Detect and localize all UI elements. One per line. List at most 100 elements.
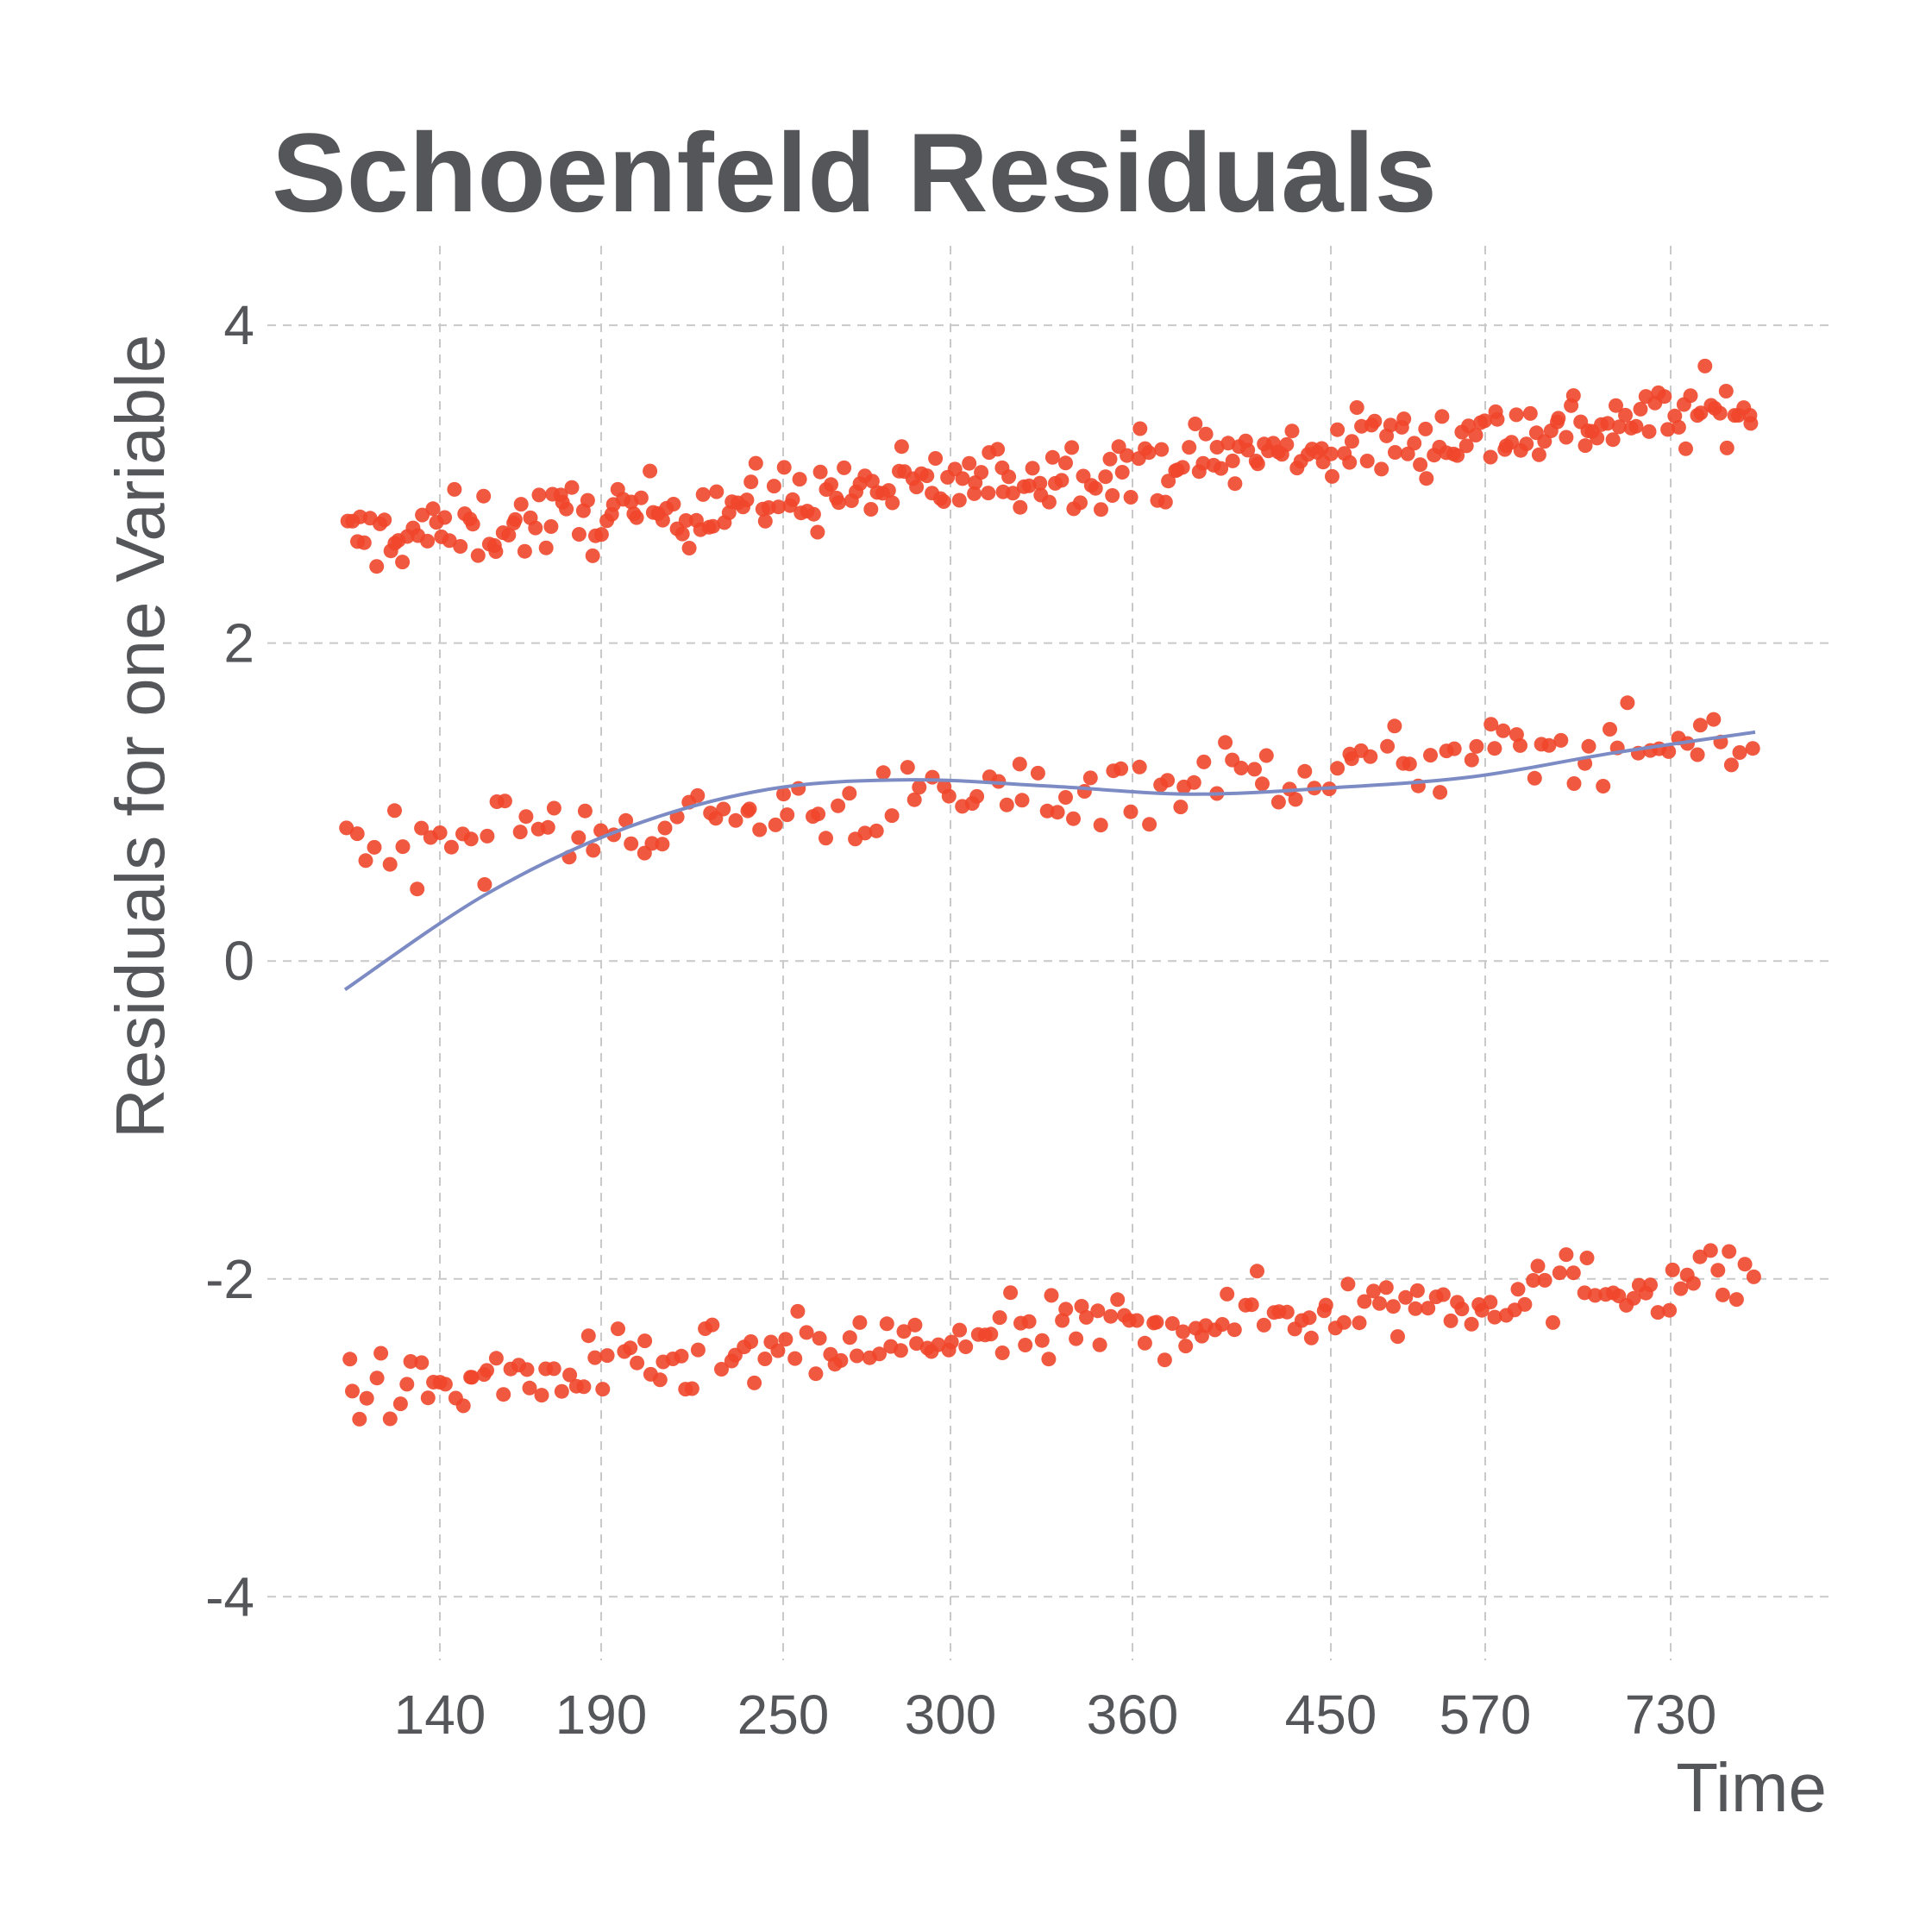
residual-point — [941, 788, 957, 804]
residual-point — [618, 812, 634, 828]
residual-point — [875, 765, 891, 781]
residual-point — [1671, 419, 1686, 435]
residual-point — [1530, 1258, 1546, 1274]
residual-point — [1182, 440, 1197, 455]
residual-point — [1209, 440, 1225, 455]
residual-point — [1041, 1352, 1057, 1367]
residual-point — [1297, 763, 1313, 779]
residual-point — [1013, 499, 1028, 515]
residual-point — [1537, 434, 1552, 449]
residual-point — [850, 1348, 864, 1364]
residual-point — [852, 1314, 868, 1330]
residual-point — [1270, 794, 1286, 810]
residual-point — [1553, 732, 1569, 748]
residual-point — [528, 520, 543, 536]
residual-point — [377, 512, 392, 528]
residual-point — [1214, 461, 1229, 476]
residual-point — [1034, 1333, 1050, 1348]
residual-point — [690, 787, 706, 803]
residual-point — [1240, 442, 1256, 458]
residual-point — [415, 507, 430, 523]
residual-point — [1132, 759, 1147, 775]
residual-point — [414, 820, 430, 836]
residual-point — [884, 808, 900, 824]
residual-point — [1255, 776, 1270, 792]
residual-point — [382, 856, 398, 872]
residual-point — [1372, 1295, 1387, 1311]
residual-point — [1551, 411, 1566, 426]
residual-point — [443, 839, 459, 855]
residual-point — [1323, 446, 1339, 461]
residual-point — [1710, 1263, 1726, 1278]
residual-point — [900, 760, 915, 775]
residual-point — [1552, 1265, 1567, 1281]
residual-point — [349, 826, 365, 842]
residual-point — [630, 1355, 645, 1371]
residual-point — [358, 853, 373, 869]
residual-point — [1387, 718, 1402, 734]
residual-point — [709, 484, 724, 499]
residual-point — [382, 1411, 398, 1427]
residual-point — [1336, 1314, 1352, 1330]
residual-point — [1541, 737, 1557, 753]
residual-point — [684, 1381, 699, 1396]
residual-point — [1054, 473, 1070, 488]
residual-point — [906, 792, 922, 807]
residual-point — [1250, 1264, 1264, 1279]
residual-point — [674, 526, 690, 542]
residual-point — [1565, 1265, 1581, 1281]
residual-point — [470, 548, 486, 563]
residual-point — [1559, 430, 1574, 445]
residual-point — [1303, 1330, 1319, 1346]
residual-point — [1487, 741, 1502, 756]
residual-point — [766, 479, 781, 494]
residual-point — [1352, 1315, 1367, 1331]
x-tick-label: 140 — [394, 1684, 486, 1746]
residual-point — [1342, 455, 1358, 470]
residual-point — [1082, 770, 1098, 786]
residual-point — [974, 465, 989, 480]
residual-point — [1256, 1317, 1271, 1333]
residual-point — [1715, 1287, 1730, 1302]
residual-point — [1678, 441, 1693, 456]
residual-point — [359, 1390, 374, 1406]
residual-point — [624, 836, 639, 851]
residual-point — [342, 1352, 358, 1367]
residual-point — [879, 1316, 894, 1332]
residual-point — [463, 831, 479, 847]
residual-point — [576, 1379, 592, 1395]
residual-point — [1697, 358, 1713, 373]
y-axis-ticks: -4 -2 0 2 4 — [205, 294, 254, 1628]
residual-point — [1226, 1322, 1242, 1338]
residual-point — [1003, 1285, 1019, 1301]
residual-point — [881, 483, 896, 499]
residual-point — [771, 499, 786, 515]
residual-point — [1388, 445, 1402, 460]
residual-point — [1662, 1302, 1678, 1318]
residual-point — [770, 1343, 786, 1358]
x-tick-label: 730 — [1625, 1684, 1717, 1746]
residual-point — [480, 828, 495, 844]
residual-point — [512, 825, 528, 840]
residual-point — [1509, 407, 1524, 423]
residual-point — [1633, 401, 1648, 417]
residual-point — [1723, 757, 1739, 773]
residual-point — [465, 517, 480, 532]
residual-points — [339, 358, 1761, 1427]
residual-point — [864, 474, 880, 489]
residual-point — [1667, 408, 1683, 423]
residual-point — [1129, 1313, 1145, 1328]
residual-point — [352, 1411, 367, 1427]
residual-point — [885, 495, 900, 511]
residual-point — [369, 1371, 385, 1386]
residual-point — [983, 1327, 999, 1342]
residual-point — [1464, 752, 1479, 768]
residual-point — [1605, 432, 1621, 448]
residual-point — [952, 1322, 968, 1338]
residual-point — [1565, 388, 1581, 404]
residual-point — [345, 1383, 360, 1399]
residual-point — [1058, 455, 1073, 471]
y-tick-label: -2 — [205, 1248, 254, 1310]
residual-point — [1021, 1314, 1037, 1329]
